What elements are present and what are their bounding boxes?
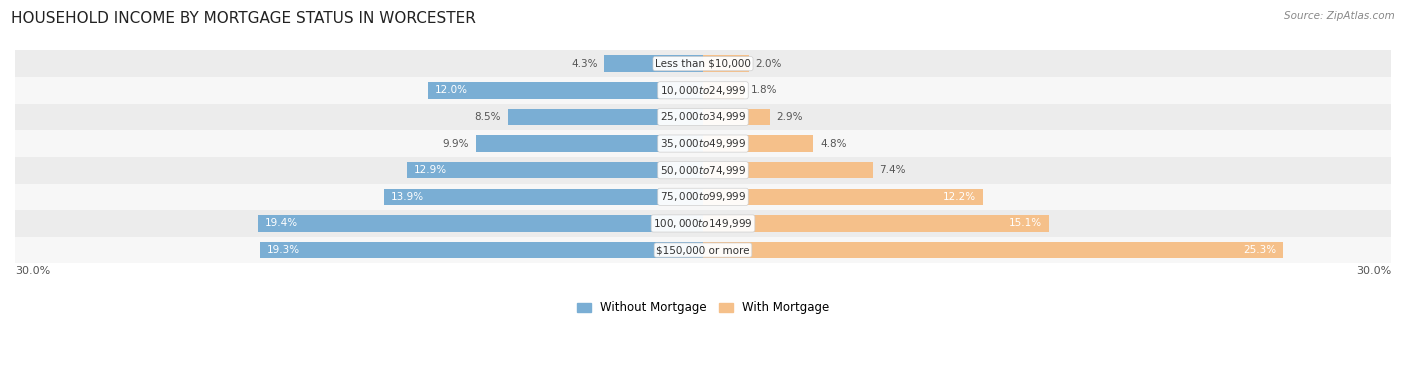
Text: $25,000 to $34,999: $25,000 to $34,999 [659, 110, 747, 124]
Text: 2.9%: 2.9% [776, 112, 803, 122]
Text: 4.3%: 4.3% [571, 59, 598, 69]
Text: 19.4%: 19.4% [264, 218, 298, 228]
Bar [15, 210, 1391, 237]
Bar [260, 242, 703, 258]
Text: Source: ZipAtlas.com: Source: ZipAtlas.com [1284, 11, 1395, 21]
Bar [384, 189, 703, 205]
Bar [703, 242, 1284, 258]
Text: $35,000 to $49,999: $35,000 to $49,999 [659, 137, 747, 150]
Bar [703, 189, 983, 205]
Text: 12.0%: 12.0% [434, 85, 468, 95]
Bar [605, 56, 703, 72]
Text: $100,000 to $149,999: $100,000 to $149,999 [654, 217, 752, 230]
Bar [703, 108, 769, 125]
Text: 2.0%: 2.0% [756, 59, 782, 69]
Text: $150,000 or more: $150,000 or more [657, 245, 749, 255]
Bar [15, 237, 1391, 263]
Text: 19.3%: 19.3% [267, 245, 301, 255]
Text: 7.4%: 7.4% [880, 165, 905, 175]
Text: $75,000 to $99,999: $75,000 to $99,999 [659, 190, 747, 203]
Bar [408, 162, 703, 178]
Text: 13.9%: 13.9% [391, 192, 425, 202]
Bar [703, 215, 1049, 232]
Text: $50,000 to $74,999: $50,000 to $74,999 [659, 164, 747, 177]
Text: $10,000 to $24,999: $10,000 to $24,999 [659, 84, 747, 97]
Bar [259, 215, 703, 232]
Text: 15.1%: 15.1% [1010, 218, 1042, 228]
Bar [703, 56, 749, 72]
Text: 30.0%: 30.0% [1355, 266, 1391, 276]
Text: 4.8%: 4.8% [820, 139, 846, 149]
Bar [15, 77, 1391, 104]
Bar [15, 130, 1391, 157]
Bar [15, 104, 1391, 130]
Text: HOUSEHOLD INCOME BY MORTGAGE STATUS IN WORCESTER: HOUSEHOLD INCOME BY MORTGAGE STATUS IN W… [11, 11, 477, 26]
Text: 25.3%: 25.3% [1243, 245, 1277, 255]
Bar [703, 135, 813, 152]
Text: Less than $10,000: Less than $10,000 [655, 59, 751, 69]
Bar [703, 162, 873, 178]
Text: 12.2%: 12.2% [943, 192, 976, 202]
Text: 30.0%: 30.0% [15, 266, 51, 276]
Bar [15, 50, 1391, 77]
Bar [427, 82, 703, 99]
Bar [508, 108, 703, 125]
Bar [15, 183, 1391, 210]
Text: 9.9%: 9.9% [443, 139, 470, 149]
Text: 12.9%: 12.9% [413, 165, 447, 175]
Bar [703, 82, 744, 99]
Bar [477, 135, 703, 152]
Text: 1.8%: 1.8% [751, 85, 778, 95]
Text: 8.5%: 8.5% [475, 112, 501, 122]
Bar [15, 157, 1391, 183]
Legend: Without Mortgage, With Mortgage: Without Mortgage, With Mortgage [572, 297, 834, 319]
